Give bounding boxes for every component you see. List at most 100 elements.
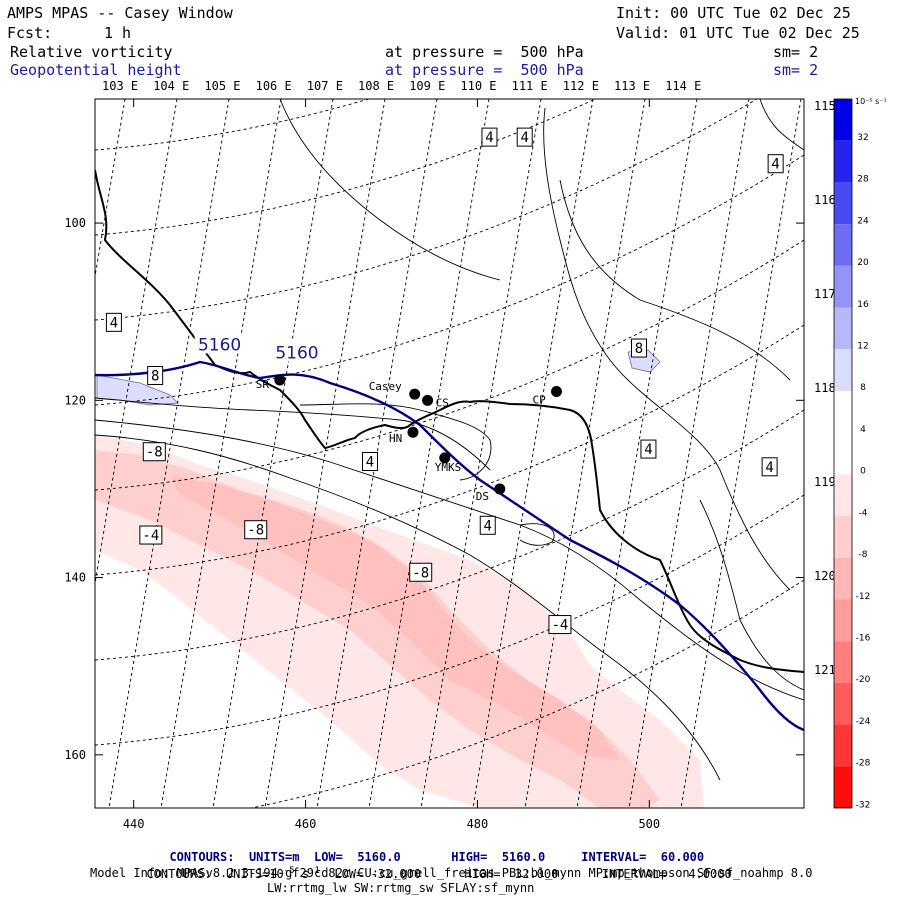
x-tick-label: 440 — [123, 817, 145, 831]
colorbar-segment — [834, 766, 852, 808]
colorbar-tick-label: -28 — [856, 759, 871, 769]
colorbar-frame — [833, 98, 853, 809]
contour-label: 4 — [110, 315, 118, 331]
contour-label: -4 — [142, 528, 159, 544]
colorbar-segment — [834, 182, 852, 225]
lon-label-top: 113 E — [614, 79, 650, 93]
lon-label-top: 112 E — [563, 79, 599, 93]
field2-smoothing: sm= 2 — [773, 61, 819, 79]
lon-label-top: 105 E — [204, 79, 240, 93]
contour-label-box — [244, 520, 268, 540]
contour-label-box — [139, 525, 163, 545]
contour-label-box — [640, 439, 657, 459]
colorbar-segment — [834, 99, 852, 141]
contour-label-box — [548, 615, 572, 635]
colorbar-tick-label: 32 — [857, 133, 868, 143]
station-marker — [494, 483, 506, 495]
station-marker — [274, 374, 286, 386]
lon-label-top: 110 E — [460, 79, 496, 93]
colorbar-tick-label: -12 — [856, 592, 871, 602]
colorbar-tick-label: -16 — [856, 633, 871, 643]
colorbar-tick-label: 24 — [857, 216, 869, 226]
x-tick-label: 480 — [467, 817, 489, 831]
plot-title: AMPS MPAS -- Casey Window — [7, 4, 233, 22]
y-tick-label: 120 — [64, 393, 86, 407]
contour-label: -8 — [412, 565, 429, 581]
contour-label: 4 — [771, 157, 779, 173]
colorbar-segment — [834, 432, 852, 475]
colorbar-segment — [834, 599, 852, 642]
y-tick-label: 140 — [64, 571, 86, 585]
colorbar-tick-label: 16 — [857, 300, 869, 310]
contour-label: -4 — [552, 618, 569, 634]
colorbar-segment — [834, 474, 852, 517]
contour-label: 4 — [366, 454, 374, 470]
contour-label: 8 — [151, 369, 159, 385]
colorbar-tick-label: -8 — [859, 550, 868, 560]
contour-label: 4 — [485, 130, 493, 146]
contour-label: 4 — [520, 130, 528, 146]
valid-time: Valid: 01 UTC Tue 02 Dec 25 — [616, 24, 860, 42]
station-label: YMKS — [435, 461, 462, 474]
colorbar-tick-label: 8 — [860, 383, 866, 393]
colorbar-tick-label: 12 — [857, 342, 868, 352]
forecast-label: Fcst: — [7, 24, 53, 42]
station-marker — [550, 385, 562, 397]
colorbar-tick-label: 20 — [857, 258, 869, 268]
colorbar-segment — [834, 265, 852, 308]
colorbar-tick-label: -24 — [856, 717, 871, 727]
geopotential-contour-5160 — [95, 360, 804, 732]
contour-label-box — [409, 562, 433, 582]
contour-label-box — [147, 366, 164, 386]
contour-label-box — [767, 154, 784, 174]
station-marker — [409, 388, 421, 400]
contour-label-box — [481, 127, 498, 147]
vorticity-shade-minus8 — [95, 450, 660, 808]
init-time: Init: 00 UTC Tue 02 Dec 25 — [616, 4, 851, 22]
station-marker — [422, 394, 434, 406]
contour-label-box — [142, 442, 166, 462]
station-label: CS — [436, 396, 449, 409]
lon-label-top: 109 E — [409, 79, 445, 93]
lon-label-top: 103 E — [102, 79, 138, 93]
contour-label-box — [630, 338, 647, 358]
colorbar-segment — [834, 140, 852, 183]
footer-model-info-2: LW:rrtmg_lw SW:rrtmg_sw SFLAY:sf_mynn — [267, 881, 535, 895]
contour-label-box — [761, 457, 778, 477]
y-tick-label: 100 — [64, 216, 86, 230]
lon-label-top: 106 E — [256, 79, 292, 93]
colorbar-segment — [834, 390, 852, 433]
colorbar-segment — [834, 682, 852, 725]
station-label: DS — [476, 490, 489, 503]
contour-label: 4 — [484, 518, 492, 534]
colorbar-segment — [834, 307, 852, 350]
field2-name: Geopotential height — [10, 61, 182, 79]
contour-label-box — [479, 515, 496, 535]
field1-smoothing: sm= 2 — [773, 43, 819, 61]
lon-label-top: 111 E — [512, 79, 548, 93]
contour-label: 8 — [635, 341, 643, 357]
footer-vorticity-contours: CONTOURS: UNITS=10-5 s-1 LOW= -32.000 HI… — [146, 866, 732, 881]
lon-label-top: 104 E — [153, 79, 189, 93]
contour-label: -8 — [247, 523, 264, 539]
colorbar-tick-label: -4 — [859, 508, 868, 518]
colorbar-tick-label: -20 — [856, 675, 871, 685]
station-label: CP — [532, 393, 546, 406]
colorbar-tick-label: 0 — [860, 467, 866, 477]
contour-label-box — [105, 312, 122, 332]
contour-label: 4 — [765, 460, 773, 476]
colorbar-tick-label: 28 — [857, 175, 869, 185]
colorbar-segment — [834, 557, 852, 600]
geopotential-label: 5160 — [198, 335, 241, 355]
lon-label-top: 108 E — [358, 79, 394, 93]
contour-label: -8 — [146, 445, 163, 461]
colorbar-segment — [834, 724, 852, 767]
contour-label-box — [362, 451, 379, 471]
vorticity-shade-minus12 — [170, 475, 620, 760]
colorbar-segment — [834, 641, 852, 683]
map-frame — [94, 98, 805, 809]
field1-pressure: at pressure = 500 hPa — [385, 43, 584, 61]
station-label: HN — [389, 432, 402, 445]
footer-model-info: Model Info: MPASv8.2.3-194-gf29cd82c CU:… — [90, 866, 813, 880]
